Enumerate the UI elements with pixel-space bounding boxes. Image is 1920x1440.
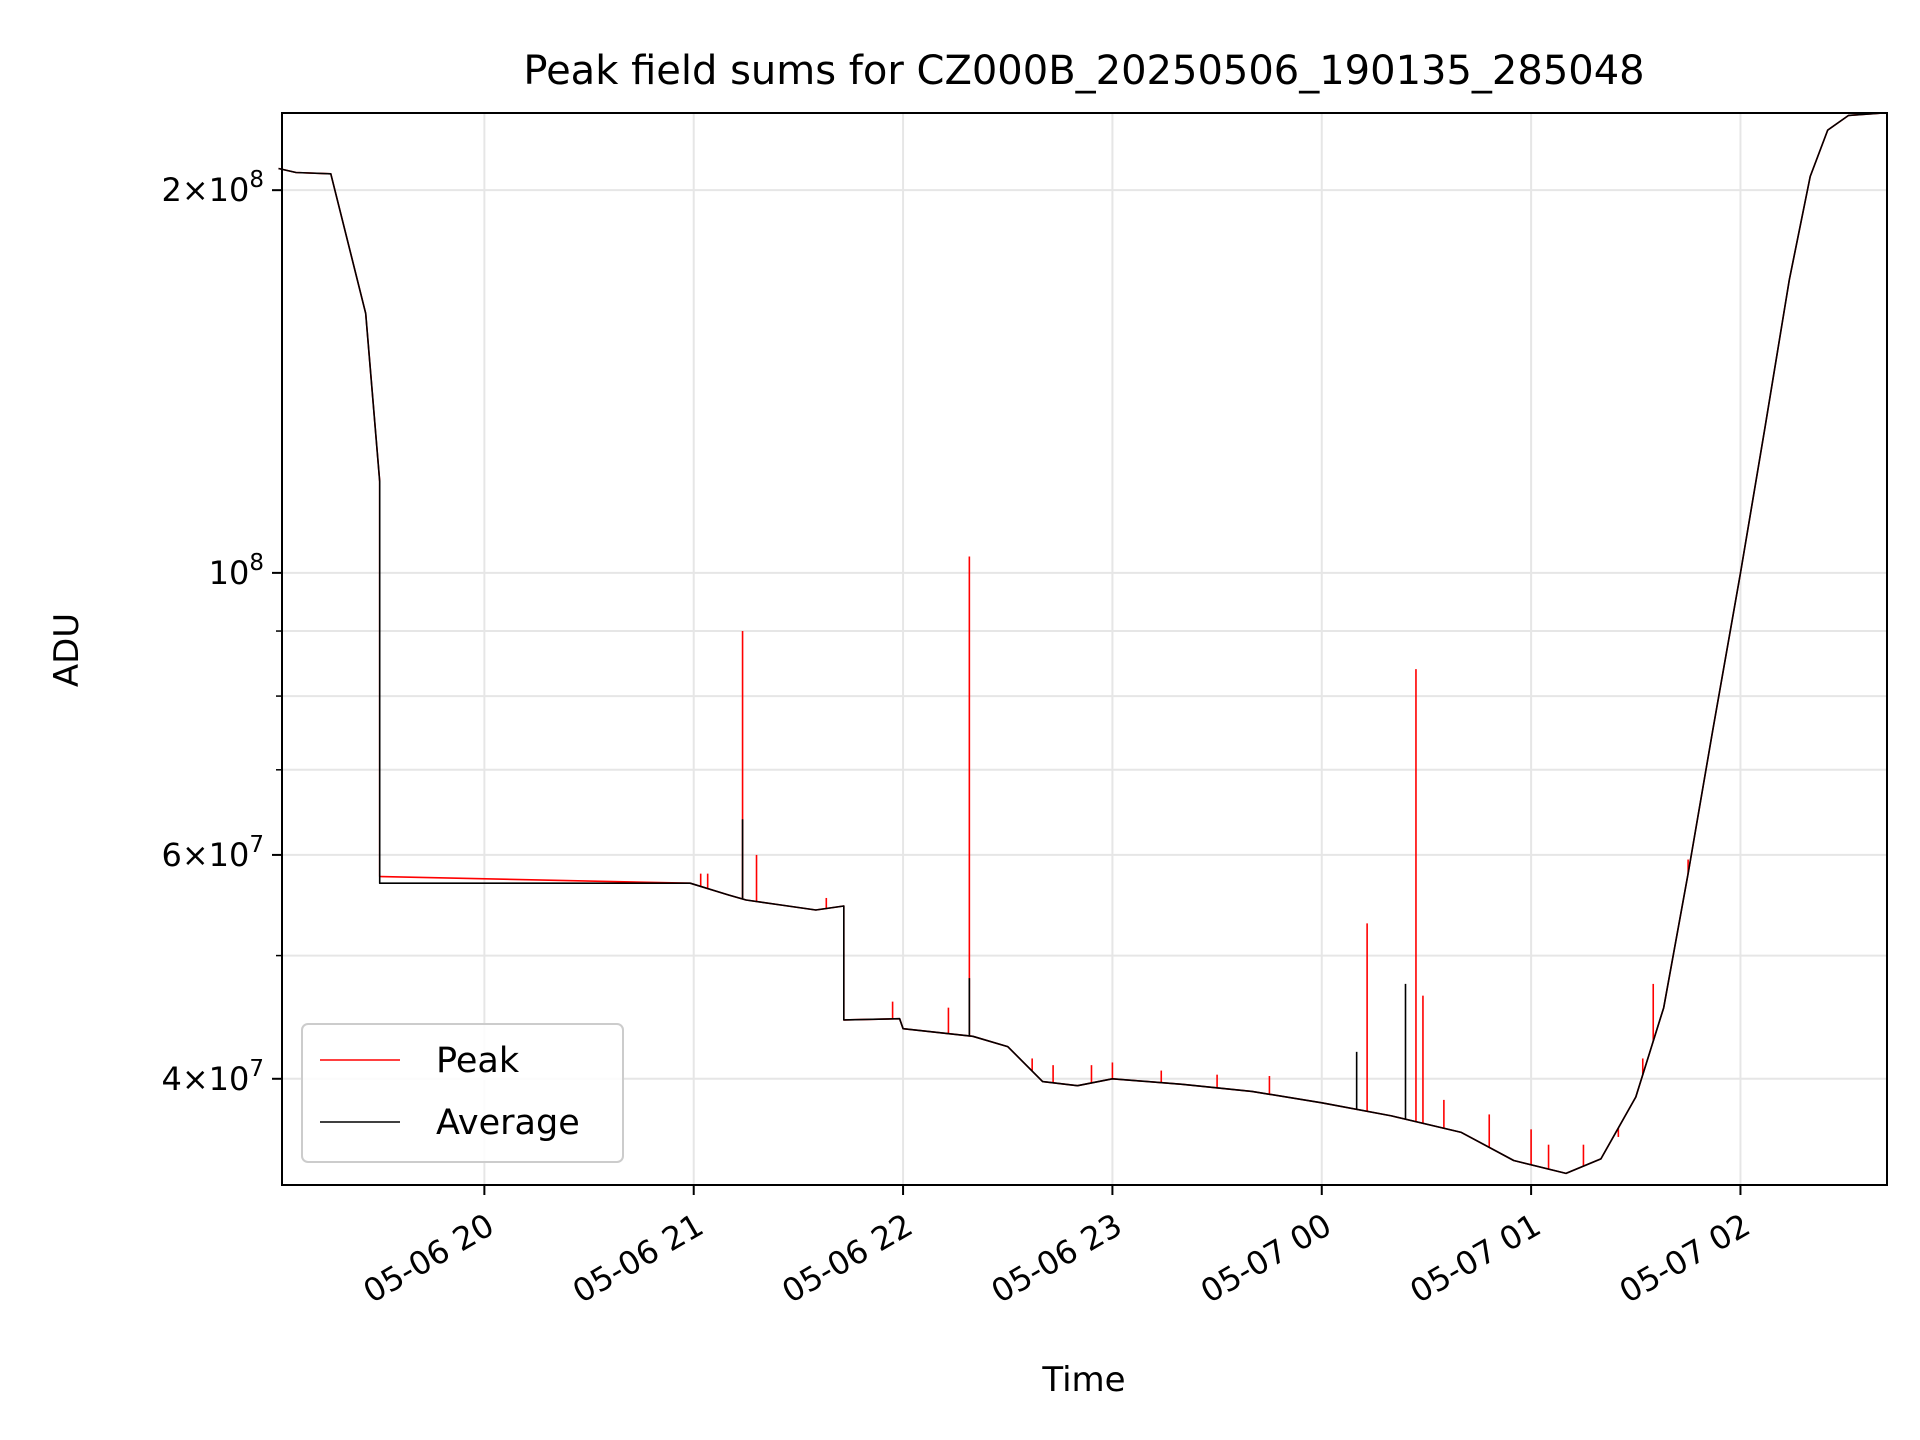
legend-box bbox=[301, 1023, 624, 1163]
series-layer bbox=[278, 112, 1884, 1175]
y-tick-label: 4×107 bbox=[161, 1056, 264, 1098]
average-series-line bbox=[278, 112, 1884, 1175]
y-tick-label: 108 bbox=[209, 550, 264, 592]
legend: Peak Average bbox=[301, 1023, 624, 1163]
legend-peak-label: Peak bbox=[436, 1041, 520, 1081]
chart-title: Peak field sums for CZ000B_20250506_1901… bbox=[523, 48, 1644, 94]
y-tick-label: 2×108 bbox=[161, 167, 264, 209]
plot-frame bbox=[281, 112, 1888, 1186]
y-tick-label: 6×107 bbox=[161, 832, 264, 874]
legend-average-label: Average bbox=[436, 1103, 580, 1143]
y-axis-label: ADU bbox=[47, 613, 87, 687]
x-axis-label: Time bbox=[1041, 1360, 1125, 1400]
y-axis: 4×107 6×107 108 2×108 bbox=[161, 167, 282, 1098]
